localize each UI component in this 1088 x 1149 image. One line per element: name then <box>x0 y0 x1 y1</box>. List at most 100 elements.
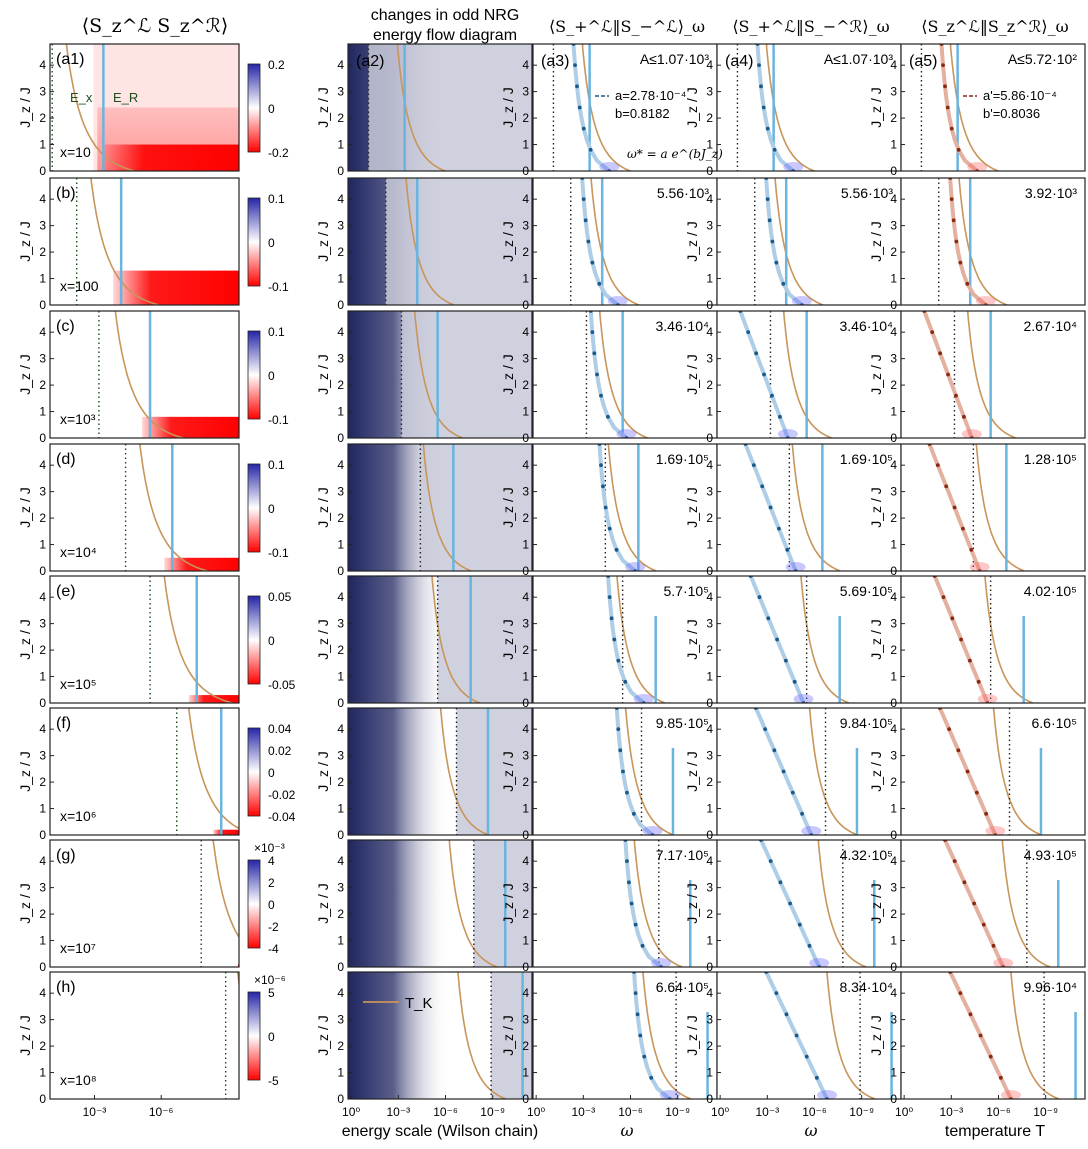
ylabel: J_z / J <box>315 1015 331 1055</box>
ytick-label: 3 <box>39 85 46 99</box>
spectral-blob <box>651 958 672 967</box>
data-point <box>609 616 614 621</box>
panel-frame <box>900 839 1086 968</box>
ylabel: J_z / J <box>315 221 331 261</box>
ytick-label: 3 <box>890 1013 897 1027</box>
ytick-label: 4 <box>890 192 897 206</box>
data-point <box>625 859 629 864</box>
xtick-label: 10⁻⁹ <box>665 1105 690 1119</box>
data-point <box>952 859 957 864</box>
ylabel: J_z / J <box>17 487 33 527</box>
data-point <box>774 991 779 996</box>
panel-r4-c3 <box>533 444 717 571</box>
data-point <box>631 811 636 816</box>
ytick-label: 4 <box>522 58 529 72</box>
data-point <box>958 260 963 265</box>
panel-frame <box>900 443 1086 572</box>
data-point <box>618 748 623 753</box>
panel-letter: (a4) <box>725 53 753 70</box>
data-point <box>770 393 774 398</box>
ytick-label: 0 <box>337 828 344 842</box>
ytick-label: 1 <box>39 538 46 552</box>
ylabel: J_z / J <box>17 1015 33 1055</box>
data-point <box>577 105 582 110</box>
amplitude-label: 1.69·10⁵ <box>656 451 709 467</box>
data-point <box>784 1012 789 1017</box>
data-point <box>760 484 765 489</box>
ytick-label: 4 <box>39 58 46 72</box>
panel-r3-c5 <box>901 311 1085 438</box>
ytick-label: 1 <box>706 802 713 816</box>
ylabel: J_z / J <box>500 883 516 923</box>
data-point <box>588 147 593 152</box>
ylabel: J_z / J <box>500 87 516 127</box>
data-point <box>967 658 972 663</box>
x-value: x=10⁵ <box>60 676 97 692</box>
ytick-label: 1 <box>890 138 897 152</box>
ytick-label: 1 <box>890 405 897 419</box>
xlabel-col5: temperature T <box>945 1123 1045 1140</box>
colorbar-multiplier: ×10⁻³ <box>254 841 285 855</box>
panel-r5-c2 <box>348 576 532 703</box>
panel-bg <box>717 44 901 171</box>
data-point <box>603 505 608 510</box>
tk-curve <box>422 444 472 571</box>
data-point <box>783 658 788 663</box>
ytick-label: 4 <box>522 722 529 736</box>
data-point <box>751 463 756 468</box>
panel-bg <box>533 178 717 305</box>
ytick-label: 1 <box>337 138 344 152</box>
data-point <box>633 991 638 996</box>
panel-bg <box>901 708 1085 835</box>
data-point <box>581 126 586 131</box>
spectral-blob <box>977 694 998 703</box>
panel-r6-c4 <box>717 708 901 835</box>
data-point <box>972 901 976 906</box>
ytick-label: 4 <box>890 58 897 72</box>
colorbar-tick: 0.02 <box>268 744 292 758</box>
xtick-label: 10⁻³ <box>755 1105 779 1119</box>
panel-r1-c3 <box>533 44 717 171</box>
panel-r4-c4 <box>717 444 901 571</box>
spectral-blob <box>633 694 654 703</box>
xtick-label: 10⁻⁶ <box>618 1105 643 1119</box>
data-point <box>949 197 954 202</box>
colorbar-tick: -0.04 <box>268 810 296 824</box>
colorbar-tick: 2 <box>268 876 275 890</box>
data-point <box>770 239 775 244</box>
ytick-label: 2 <box>522 907 529 921</box>
data-point <box>935 463 940 468</box>
ylabel: J_z / J <box>17 619 33 659</box>
amplitude-label: 4.02·10⁵ <box>1024 583 1077 599</box>
ytick-label: 2 <box>337 511 344 525</box>
tk-curve <box>774 178 824 305</box>
ytick-label: 1 <box>522 138 529 152</box>
ylabel: J_z / J <box>500 751 516 791</box>
tk-curve <box>405 178 455 305</box>
ytick-label: 3 <box>522 219 529 233</box>
data-point <box>606 414 610 419</box>
ytick-label: 0 <box>706 696 713 710</box>
ytick-label: 0 <box>706 564 713 578</box>
amplitude-label: 5.56·10³ <box>841 185 893 201</box>
ytick-label: 4 <box>522 986 529 1000</box>
data-point <box>607 595 612 600</box>
amplitude-label: A≤1.07·10³ <box>640 51 710 67</box>
colorbar-tick: 0 <box>268 1030 275 1044</box>
colorbar-tick: 5 <box>268 986 275 1000</box>
panel-r7-c2 <box>348 840 532 967</box>
panel-r1-c2 <box>348 44 532 171</box>
data-point <box>767 218 772 223</box>
panel-frame <box>347 707 533 836</box>
ytick-label: 0 <box>706 960 713 974</box>
data-point <box>797 922 802 927</box>
ytick-label: 0 <box>890 298 897 312</box>
panel-r8-c1 <box>50 972 239 1099</box>
ytick-label: 4 <box>890 458 897 472</box>
panel-r8-c5 <box>901 972 1085 1099</box>
panel-r1-c5 <box>901 44 1085 171</box>
flow-shade <box>473 840 532 967</box>
ytick-label: 1 <box>337 272 344 286</box>
ytick-label: 2 <box>522 245 529 259</box>
ytick-label: 1 <box>337 405 344 419</box>
